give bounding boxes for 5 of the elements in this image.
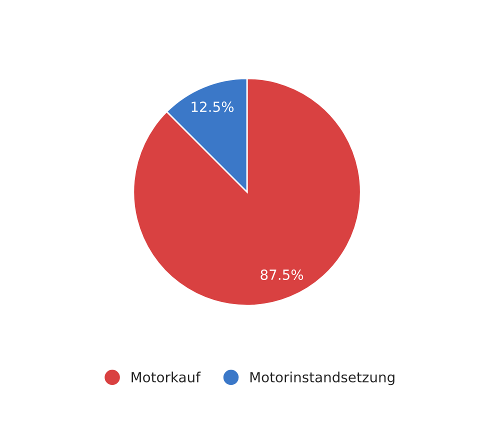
data-label: 87.5% <box>260 269 304 280</box>
pie-slice <box>132 78 362 306</box>
data-label: 12.5% <box>192 102 234 112</box>
legend-label: Motorkauf <box>132 372 201 382</box>
legend-label: Motorinstandsetzung <box>250 372 394 386</box>
